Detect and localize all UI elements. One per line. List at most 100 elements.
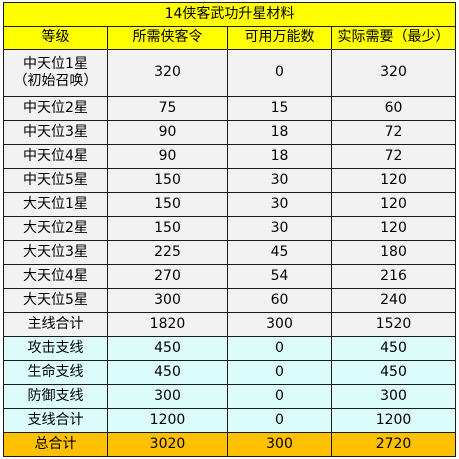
cell-level: 大天位2星: [3, 215, 108, 241]
cell-level: 总合计: [3, 431, 108, 458]
cell-level: 大天位3星: [3, 239, 108, 265]
cell-universal: 0: [227, 383, 332, 409]
cell-actual: 450: [330, 359, 457, 385]
cell-required: 450: [107, 335, 228, 361]
cell-actual: 450: [330, 335, 457, 361]
table-row: 大天位3星 225 45 180: [3, 239, 457, 265]
level-label-line: 中天位3星: [23, 123, 88, 140]
cell-actual: 216: [330, 263, 457, 289]
cell-required: 150: [107, 191, 228, 217]
level-label-line: 大天位3星: [23, 243, 88, 260]
level-label-line: （初始召唤）: [13, 72, 98, 89]
cell-universal: 300: [227, 431, 332, 458]
level-label-line: 攻击支线: [27, 339, 84, 356]
cell-actual: 180: [330, 239, 457, 265]
cell-required: 150: [107, 167, 228, 193]
cell-actual: 120: [330, 191, 457, 217]
table-row: 支线合计 1200 0 1200: [3, 407, 457, 433]
cell-actual: 1200: [330, 407, 457, 433]
level-label-line: 主线合计: [27, 315, 84, 332]
level-label-line: 中天位5星: [23, 171, 88, 188]
cell-level: 中天位4星: [3, 143, 108, 169]
table-row: 攻击支线 450 0 450: [3, 335, 457, 361]
level-label-line: 大天位2星: [23, 219, 88, 236]
cell-required: 90: [107, 143, 228, 169]
cell-universal: 45: [227, 239, 332, 265]
cell-level: 攻击支线: [3, 335, 108, 361]
table-row: 防御支线 300 0 300: [3, 383, 457, 409]
table-row: 主线合计 1820 300 1520: [3, 311, 457, 337]
cell-actual: 72: [330, 119, 457, 145]
cell-required: 150: [107, 215, 228, 241]
cell-level: 中天位1星 （初始召唤）: [3, 48, 108, 97]
cell-universal: 30: [227, 167, 332, 193]
cell-required: 90: [107, 119, 228, 145]
cell-universal: 54: [227, 263, 332, 289]
cell-required: 75: [107, 95, 228, 121]
cell-required: 1820: [107, 311, 228, 337]
cell-universal: 0: [227, 48, 332, 97]
cell-required: 300: [107, 287, 228, 313]
cell-actual: 1520: [330, 311, 457, 337]
table-row: 大天位2星 150 30 120: [3, 215, 457, 241]
level-label-line: 防御支线: [27, 387, 84, 404]
header-level: 等级: [3, 26, 108, 50]
cell-level: 中天位5星: [3, 167, 108, 193]
cell-actual: 72: [330, 143, 457, 169]
cell-universal: 15: [227, 95, 332, 121]
cell-level: 大天位1星: [3, 191, 108, 217]
cell-actual: 2720: [330, 431, 457, 458]
cell-actual: 60: [330, 95, 457, 121]
header-actual: 实际需要（最少）: [330, 26, 457, 50]
cell-actual: 300: [330, 383, 457, 409]
cell-required: 300: [107, 383, 228, 409]
cell-level: 生命支线: [3, 359, 108, 385]
table-title-row: 14侠客武功升星材料: [2, 2, 457, 27]
cell-level: 主线合计: [3, 311, 108, 337]
cell-required: 225: [107, 239, 228, 265]
cell-universal: 300: [227, 311, 332, 337]
cell-actual: 240: [330, 287, 457, 313]
cell-level: 防御支线: [3, 383, 108, 409]
header-required: 所需侠客令: [107, 26, 228, 50]
cell-actual: 320: [330, 48, 457, 97]
cell-universal: 0: [227, 407, 332, 433]
level-label-line: 总合计: [34, 435, 77, 452]
table-row: 中天位5星 150 30 120: [3, 167, 457, 193]
cell-required: 450: [107, 359, 228, 385]
cell-level: 大天位5星: [3, 287, 108, 313]
table-row: 中天位4星 90 18 72: [3, 143, 457, 169]
table-row: 生命支线 450 0 450: [3, 359, 457, 385]
cell-level: 支线合计: [3, 407, 108, 433]
cell-universal: 0: [227, 335, 332, 361]
table-title: 14侠客武功升星材料: [2, 2, 457, 27]
cell-actual: 120: [330, 215, 457, 241]
table-row: 大天位4星 270 54 216: [3, 263, 457, 289]
cell-required: 1200: [107, 407, 228, 433]
level-label-line: 大天位5星: [23, 291, 88, 308]
table-row: 大天位5星 300 60 240: [3, 287, 457, 313]
table-row: 中天位1星 （初始召唤） 320 0 320: [3, 48, 457, 97]
level-label-line: 大天位4星: [23, 267, 88, 284]
cell-level: 大天位4星: [3, 263, 108, 289]
level-label-line: 中天位1星: [23, 55, 88, 72]
level-label-line: 生命支线: [27, 363, 84, 380]
cell-required: 320: [107, 48, 228, 97]
table-row: 中天位2星 75 15 60: [3, 95, 457, 121]
cell-level: 中天位2星: [3, 95, 108, 121]
table-header-row: 等级 所需侠客令 可用万能数 实际需要（最少）: [3, 26, 457, 50]
table-row: 中天位3星 90 18 72: [3, 119, 457, 145]
cell-universal: 18: [227, 119, 332, 145]
level-label-line: 支线合计: [27, 411, 84, 428]
cell-actual: 120: [330, 167, 457, 193]
table-row: 总合计 3020 300 2720: [3, 431, 457, 458]
cell-required: 270: [107, 263, 228, 289]
level-label-line: 中天位4星: [23, 147, 88, 164]
cell-universal: 30: [227, 215, 332, 241]
cell-universal: 0: [227, 359, 332, 385]
cell-universal: 30: [227, 191, 332, 217]
level-label-line: 中天位2星: [23, 99, 88, 116]
cell-universal: 18: [227, 143, 332, 169]
cell-universal: 60: [227, 287, 332, 313]
header-universal: 可用万能数: [227, 26, 332, 50]
